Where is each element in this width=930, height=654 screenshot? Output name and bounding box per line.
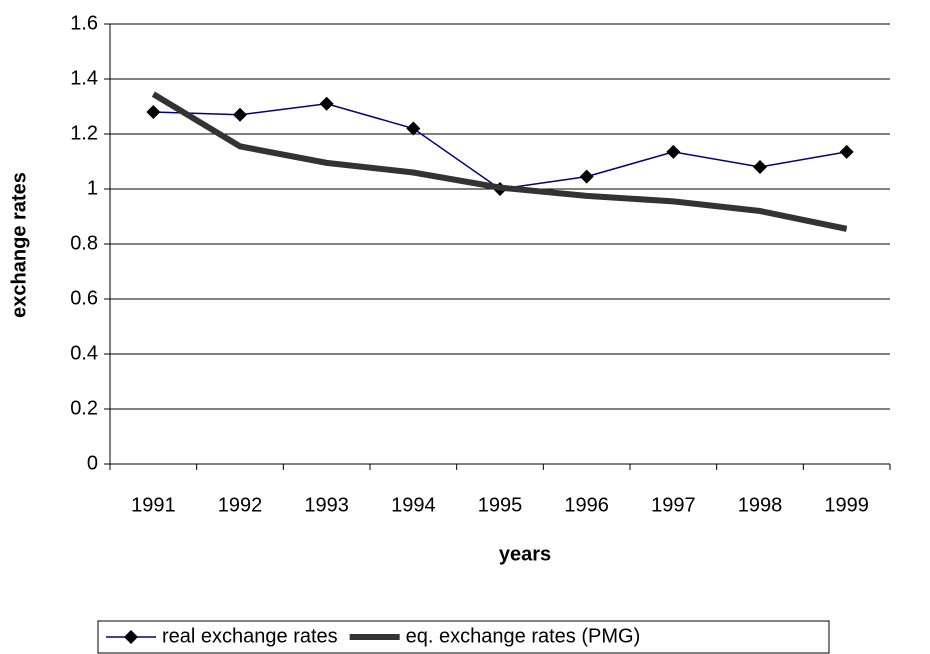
data-point: [579, 169, 594, 184]
y-tick-label: 1.4: [70, 67, 98, 89]
x-tick-label: 1993: [304, 494, 349, 516]
data-point: [233, 107, 247, 122]
series-line: [153, 102, 847, 190]
x-tick-label: 1991: [131, 494, 176, 516]
legend-label: real exchange rates: [162, 625, 338, 647]
y-tick-label: 1: [87, 177, 98, 199]
y-axis-label: exchange rates: [8, 172, 30, 318]
series-line: [151, 91, 848, 232]
y-tick-label: 1.2: [70, 122, 98, 144]
x-tick-label: 1999: [824, 494, 869, 516]
x-axis-label: years: [499, 543, 551, 565]
y-tick-label: 0: [87, 452, 98, 474]
legend-label: eq. exchange rates (PMG): [406, 625, 641, 647]
data-point: [146, 105, 161, 119]
data-point: [839, 144, 854, 159]
data-point: [319, 96, 334, 111]
y-tick-label: 0.8: [70, 232, 98, 254]
y-tick-label: 1.6: [70, 12, 98, 34]
x-tick-label: 1994: [391, 494, 436, 516]
y-tick-label: 0.4: [70, 342, 98, 364]
data-point: [406, 121, 421, 136]
x-tick-label: 1992: [218, 494, 263, 516]
x-tick-label: 1995: [478, 494, 523, 516]
y-tick-label: 0.2: [70, 397, 98, 419]
y-tick-label: 0.6: [70, 287, 98, 309]
x-tick-label: 1996: [564, 494, 609, 516]
legend-marker: [124, 630, 138, 644]
data-point: [753, 160, 767, 174]
x-tick-label: 1998: [738, 494, 783, 516]
legend-box: [97, 620, 830, 654]
x-tick-label: 1997: [651, 494, 696, 516]
data-point: [666, 144, 681, 159]
